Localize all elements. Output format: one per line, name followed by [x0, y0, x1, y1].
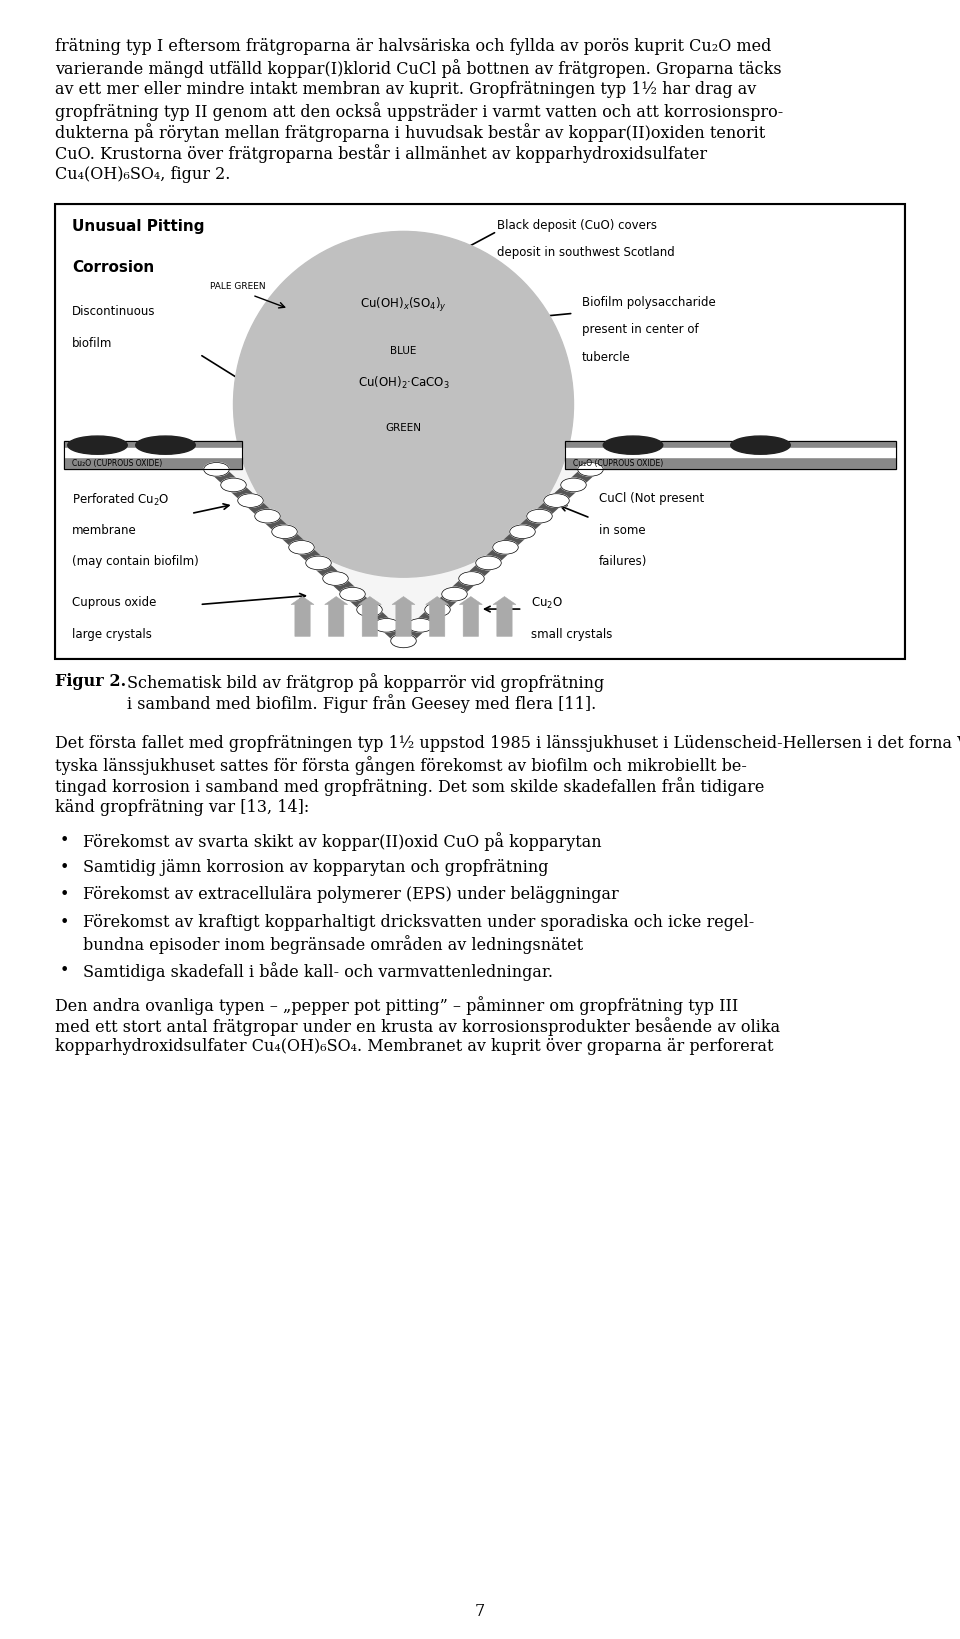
Text: Biofilm polysaccharide: Biofilm polysaccharide — [582, 297, 716, 308]
Text: Cu(OH)$_2$·CaCO$_3$: Cu(OH)$_2$·CaCO$_3$ — [357, 374, 449, 390]
Circle shape — [459, 572, 484, 587]
Text: Corrosion: Corrosion — [72, 259, 155, 274]
Circle shape — [408, 620, 433, 633]
Bar — [565, 443, 897, 470]
Text: Samtidig jämn korrosion av kopparytan och gropfrätning: Samtidig jämn korrosion av kopparytan oc… — [83, 859, 548, 875]
Bar — [63, 443, 242, 470]
Text: •: • — [60, 913, 69, 929]
Text: Samtidiga skadefall i både kall- och varmvattenledningar.: Samtidiga skadefall i både kall- och var… — [83, 962, 553, 980]
Text: Discontinuous: Discontinuous — [72, 305, 156, 318]
FancyArrow shape — [291, 597, 314, 638]
Text: gropfrätning typ II genom att den också uppsträder i varmt vatten och att korros: gropfrätning typ II genom att den också … — [55, 102, 783, 121]
Text: med ett stort antal frätgropar under en krusta av korrosionsprodukter besående a: med ett stort antal frätgropar under en … — [55, 1016, 780, 1036]
Text: Cu₂O (CUPROUS OXIDE): Cu₂O (CUPROUS OXIDE) — [573, 459, 663, 469]
Circle shape — [289, 541, 314, 556]
Circle shape — [254, 510, 280, 523]
Bar — [63, 449, 242, 457]
Text: Cuprous oxide: Cuprous oxide — [72, 597, 156, 610]
Text: Cu$_2$O: Cu$_2$O — [531, 597, 563, 611]
Circle shape — [476, 557, 501, 570]
Bar — [565, 443, 897, 470]
Text: Cu₂O (CUPROUS OXIDE): Cu₂O (CUPROUS OXIDE) — [72, 459, 162, 469]
Circle shape — [561, 479, 587, 492]
Ellipse shape — [135, 436, 195, 456]
Text: biofilm: biofilm — [72, 338, 112, 349]
Circle shape — [340, 588, 365, 602]
Text: 7: 7 — [475, 1603, 485, 1619]
Text: i samband med biofilm. Figur från Geesey med flera [11].: i samband med biofilm. Figur från Geesey… — [127, 693, 596, 713]
Circle shape — [424, 603, 450, 618]
FancyArrow shape — [392, 597, 415, 638]
FancyArrow shape — [493, 597, 516, 638]
Circle shape — [305, 557, 331, 570]
Text: Unusual Pitting: Unusual Pitting — [72, 218, 204, 234]
Text: Schematisk bild av frätgrop på kopparrör vid gropfrätning: Schematisk bild av frätgrop på kopparrör… — [127, 672, 604, 692]
Text: känd gropfrätning var [13, 14]:: känd gropfrätning var [13, 14]: — [55, 798, 309, 815]
Bar — [55, 205, 905, 659]
Ellipse shape — [603, 436, 662, 456]
Bar — [63, 443, 242, 470]
Circle shape — [391, 634, 417, 649]
Text: •: • — [60, 962, 69, 978]
Ellipse shape — [68, 436, 128, 456]
FancyArrow shape — [358, 597, 381, 638]
Ellipse shape — [233, 233, 573, 579]
Text: varierande mängd utfälld koppar(I)klorid CuCl på bottnen av frätgropen. Groparna: varierande mängd utfälld koppar(I)klorid… — [55, 59, 781, 79]
Text: Det första fallet med gropfrätningen typ 1½ uppstod 1985 i länssjukhuset i Lüden: Det första fallet med gropfrätningen typ… — [55, 734, 960, 751]
Text: small crystals: small crystals — [531, 628, 612, 641]
Ellipse shape — [731, 436, 790, 456]
Circle shape — [238, 495, 263, 508]
Text: •: • — [60, 885, 69, 903]
Text: tyska länssjukhuset sattes för första gången förekomst av biofilm och mikrobiell: tyska länssjukhuset sattes för första gå… — [55, 756, 747, 775]
Circle shape — [510, 526, 536, 539]
Text: •: • — [60, 859, 69, 875]
FancyArrow shape — [425, 597, 448, 638]
Text: Cu(OH)$_x$(SO$_4$)$_y$: Cu(OH)$_x$(SO$_4$)$_y$ — [360, 297, 447, 315]
Text: (may contain biofilm): (may contain biofilm) — [72, 556, 199, 569]
Text: present in center of: present in center of — [582, 323, 699, 336]
Text: tubercle: tubercle — [582, 351, 631, 364]
Text: Black deposit (CuO) covers: Black deposit (CuO) covers — [497, 218, 657, 231]
Text: tingad korrosion i samband med gropfrätning. Det som skilde skadefallen från tid: tingad korrosion i samband med gropfrätn… — [55, 777, 764, 797]
Text: deposit in southwest Scotland: deposit in southwest Scotland — [497, 246, 675, 259]
Circle shape — [357, 603, 382, 618]
Circle shape — [373, 620, 399, 633]
Circle shape — [578, 464, 603, 477]
Text: Förekomst av extracellulära polymerer (EPS) under beläggningar: Förekomst av extracellulära polymerer (E… — [83, 885, 619, 903]
Text: Förekomst av kraftigt kopparhaltigt dricksvatten under sporadiska och icke regel: Förekomst av kraftigt kopparhaltigt dric… — [83, 913, 755, 929]
Text: large crystals: large crystals — [72, 628, 152, 641]
Circle shape — [543, 495, 569, 508]
Circle shape — [527, 510, 552, 523]
Text: membrane: membrane — [72, 523, 136, 536]
Text: Figur 2.: Figur 2. — [55, 672, 126, 690]
Text: CuCl (Not present: CuCl (Not present — [599, 492, 705, 505]
Text: CuO. Krustorna över frätgroparna består i allmänhet av kopparhydroxidsulfater: CuO. Krustorna över frätgroparna består … — [55, 144, 708, 164]
Circle shape — [442, 588, 468, 602]
Text: BLUE: BLUE — [391, 346, 417, 356]
Text: av ett mer eller mindre intakt membran av kuprit. Gropfrätningen typ 1½ har drag: av ett mer eller mindre intakt membran a… — [55, 80, 756, 98]
Circle shape — [391, 634, 417, 649]
FancyArrow shape — [324, 597, 348, 638]
Text: Cu₄(OH)₆SO₄, figur 2.: Cu₄(OH)₆SO₄, figur 2. — [55, 166, 230, 182]
Text: PALE GREEN: PALE GREEN — [210, 282, 266, 292]
Circle shape — [492, 541, 518, 556]
Bar — [565, 449, 897, 457]
Text: •: • — [60, 831, 69, 849]
Circle shape — [221, 479, 247, 492]
Text: Den andra ovanliga typen – „pepper pot pitting” – påminner om gropfrätning typ I: Den andra ovanliga typen – „pepper pot p… — [55, 995, 738, 1015]
Text: bundna episoder inom begränsade områden av ledningsnätet: bundna episoder inom begränsade områden … — [83, 934, 583, 954]
Text: kopparhydroxidsulfater Cu₄(OH)₆SO₄. Membranet av kuprit över groparna är perfore: kopparhydroxidsulfater Cu₄(OH)₆SO₄. Memb… — [55, 1037, 774, 1056]
Text: Perforated Cu$_2$O: Perforated Cu$_2$O — [72, 492, 170, 508]
Polygon shape — [217, 470, 590, 641]
Text: failures): failures) — [599, 556, 647, 569]
Text: GREEN: GREEN — [386, 423, 421, 433]
Circle shape — [272, 526, 298, 539]
Circle shape — [323, 572, 348, 587]
Text: dukterna på rörytan mellan frätgroparna i huvudsak består av koppar(II)oxiden te: dukterna på rörytan mellan frätgroparna … — [55, 123, 765, 143]
Circle shape — [204, 464, 229, 477]
Text: Förekomst av svarta skikt av koppar(II)oxid CuO på kopparytan: Förekomst av svarta skikt av koppar(II)o… — [83, 831, 602, 851]
Text: frätning typ I eftersom frätgroparna är halvsäriska och fyllda av porös kuprit C: frätning typ I eftersom frätgroparna är … — [55, 38, 772, 56]
Text: in some: in some — [599, 523, 646, 536]
FancyArrow shape — [459, 597, 482, 638]
